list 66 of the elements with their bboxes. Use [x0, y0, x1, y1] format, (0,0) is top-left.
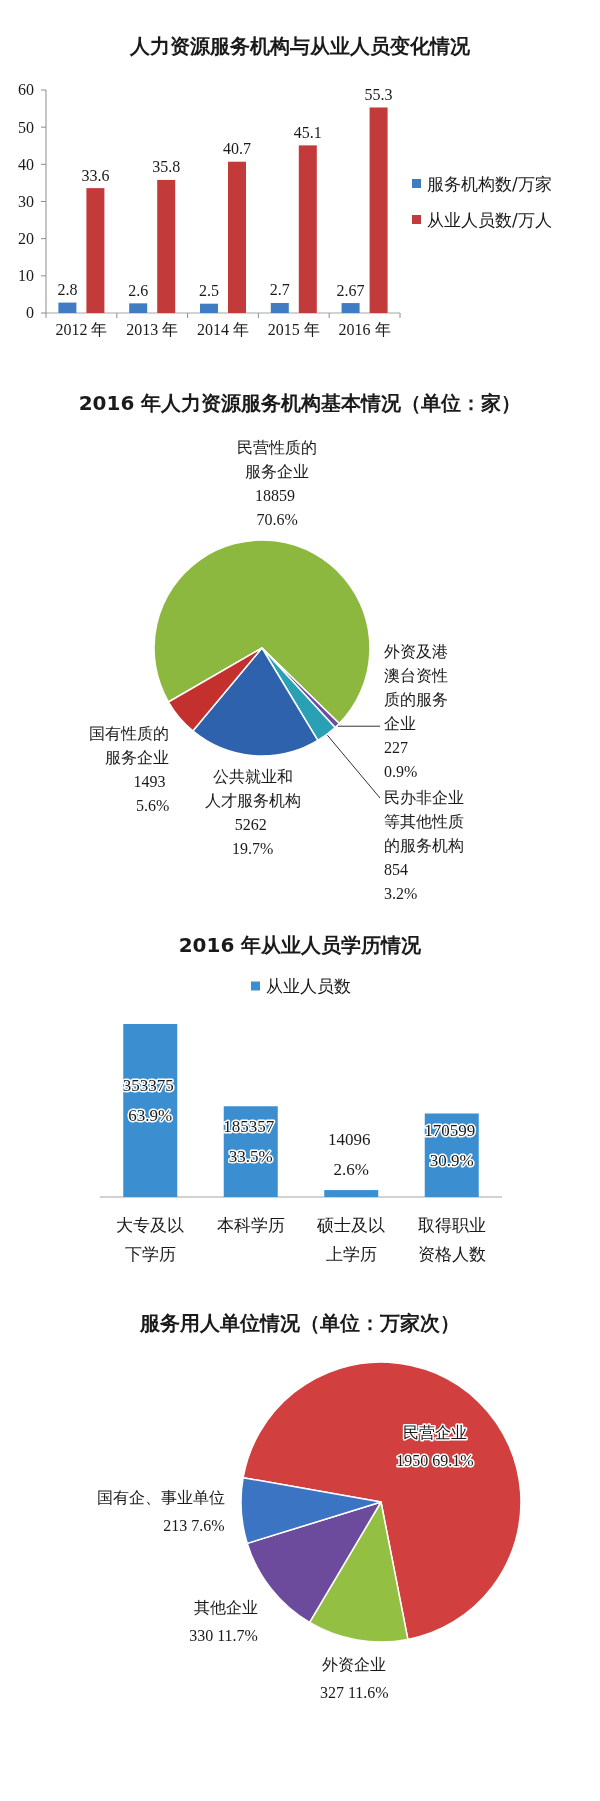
- x-tick-label: 2014 年: [197, 321, 249, 339]
- data-label: 2.7: [269, 281, 290, 299]
- data-label: 40.7: [223, 140, 251, 158]
- x-tick-label: 大专及以下学历: [116, 1215, 185, 1265]
- data-label: 1950 69.1%: [396, 1452, 474, 1470]
- bar: [324, 1190, 379, 1197]
- slice-label: 民办非企业等其他性质的服务机构: [384, 788, 464, 856]
- slice-label: 国有企、事业单位: [96, 1488, 225, 1508]
- data-label: 227 0.9%: [384, 739, 418, 781]
- data-label: 5262 19.7%: [232, 816, 274, 858]
- chart-title: 2016 年从业人员学历情况: [178, 932, 423, 957]
- slice-label: 外资及港澳台资性质的服务企业: [384, 642, 448, 734]
- bar: [369, 107, 388, 313]
- x-tick-label: 取得职业资格人数: [417, 1215, 486, 1265]
- legend-label: 从业人员数/万人: [427, 209, 552, 230]
- data-label: 18859 70.6%: [255, 487, 298, 529]
- bar: [157, 179, 176, 313]
- data-label: 33.6: [81, 166, 110, 184]
- slice-label: 国有性质的服务企业: [89, 724, 170, 768]
- y-tick-label: 60: [18, 81, 34, 99]
- x-tick-label: 本科学历: [216, 1215, 285, 1236]
- y-tick-label: 10: [18, 267, 34, 285]
- data-label: 353375 63.9%: [122, 1076, 174, 1126]
- x-tick-label: 硕士及以上学历: [316, 1215, 386, 1265]
- bar: [270, 302, 289, 313]
- bar: [228, 161, 246, 313]
- bar: [200, 303, 218, 313]
- data-label: 35.8: [152, 158, 181, 176]
- data-label: 2.5: [199, 282, 219, 300]
- x-tick-label: 2015 年: [267, 321, 320, 339]
- slice-label: 民营性质的服务企业: [237, 438, 318, 482]
- data-label: 2.8: [57, 281, 78, 299]
- slice-label: 外资企业: [322, 1654, 387, 1674]
- slice-label: 公共就业和人才服务机构: [204, 767, 301, 811]
- data-label: 330 11.7%: [189, 1626, 258, 1644]
- x-tick-label: 2013 年: [126, 321, 179, 339]
- x-tick-label: 2012 年: [55, 321, 108, 339]
- data-label: 14096 2.6%: [327, 1130, 371, 1180]
- chart-title: 人力资源服务机构与从业人员变化情况: [129, 33, 471, 58]
- y-tick-label: 40: [18, 155, 34, 173]
- data-label: 854 3.2%: [384, 861, 418, 903]
- data-label: 45.1: [293, 123, 322, 141]
- data-label: 170599 30.9%: [424, 1121, 476, 1171]
- bar: [298, 145, 317, 313]
- chart-title: 2016 年人力资源服务机构基本情况（单位：家）: [78, 390, 522, 415]
- slice-label: 民营企业: [402, 1423, 467, 1443]
- y-tick-label: 50: [18, 118, 34, 136]
- bar: [341, 303, 360, 313]
- bar: [129, 303, 148, 313]
- bar: [58, 302, 77, 313]
- legend-label: 从业人员数: [266, 976, 351, 997]
- data-label: 2.67: [336, 281, 365, 299]
- chart-title: 服务用人单位情况（单位：万家次）: [139, 1310, 460, 1335]
- data-label: 1493 5.6%: [133, 773, 170, 815]
- data-label: 185357 33.5%: [223, 1117, 275, 1167]
- x-tick-label: 2016 年: [338, 321, 391, 339]
- data-label: 2.6: [128, 281, 149, 299]
- legend-label: 服务机构数/万家: [427, 173, 552, 194]
- y-tick-label: 30: [18, 192, 34, 210]
- data-label: 55.3: [364, 85, 393, 103]
- data-label: 327 11.6%: [319, 1683, 389, 1701]
- data-label: 213 7.6%: [163, 1517, 225, 1535]
- bar: [86, 188, 105, 313]
- y-tick-label: 0: [26, 304, 34, 322]
- slice-label: 其他企业: [193, 1597, 258, 1617]
- y-tick-label: 20: [18, 230, 34, 248]
